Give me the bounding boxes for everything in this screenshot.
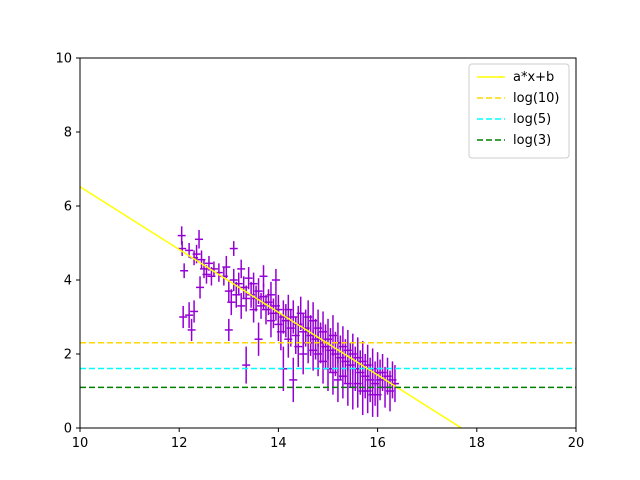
x-tick-label: 18 bbox=[469, 436, 486, 451]
data-point bbox=[294, 326, 303, 367]
data-point bbox=[299, 333, 308, 375]
axes-frame bbox=[79, 57, 577, 429]
y-tick-label: 10 bbox=[55, 52, 72, 67]
data-point bbox=[271, 268, 280, 292]
legend-label: a*x+b bbox=[513, 70, 554, 85]
data-point bbox=[237, 259, 246, 279]
data-point bbox=[237, 292, 246, 319]
y-tick-label: 2 bbox=[64, 348, 72, 363]
legend: a*x+b log(10) log(5) log(3) bbox=[468, 63, 570, 159]
data-point bbox=[185, 302, 194, 329]
data-point bbox=[259, 265, 268, 288]
legend-label: log(10) bbox=[513, 91, 560, 106]
y-axis: 0 2 4 6 8 10 bbox=[55, 52, 80, 437]
y-tick-label: 0 bbox=[64, 422, 72, 437]
x-tick-label: 20 bbox=[568, 436, 585, 451]
data-point bbox=[224, 318, 233, 342]
data-point bbox=[266, 281, 275, 308]
legend-label: log(5) bbox=[513, 112, 551, 127]
data-point bbox=[202, 265, 211, 284]
data-point bbox=[179, 305, 188, 329]
y-tick-label: 4 bbox=[64, 274, 72, 289]
data-point bbox=[180, 263, 189, 279]
data-point bbox=[229, 268, 238, 292]
data-point bbox=[209, 261, 218, 277]
data-point bbox=[254, 322, 263, 356]
x-axis: 10 12 14 16 18 20 bbox=[72, 428, 585, 451]
data-point bbox=[195, 230, 204, 249]
x-tick-label: 14 bbox=[270, 436, 287, 451]
data-point bbox=[222, 255, 231, 279]
data-point bbox=[227, 289, 236, 316]
data-point bbox=[289, 357, 298, 403]
legend-label: log(3) bbox=[513, 133, 551, 148]
data-point bbox=[242, 346, 251, 384]
data-point bbox=[234, 272, 243, 295]
series-line bbox=[80, 186, 463, 428]
data-point bbox=[196, 276, 205, 299]
reference-lines bbox=[80, 186, 576, 428]
data-point bbox=[274, 294, 283, 325]
x-tick-label: 16 bbox=[369, 436, 386, 451]
data-point bbox=[242, 285, 251, 312]
data-point bbox=[244, 267, 253, 290]
data-point bbox=[178, 241, 187, 256]
legend-box bbox=[468, 63, 570, 159]
y-tick-label: 6 bbox=[64, 200, 72, 215]
data-point bbox=[249, 272, 258, 295]
x-tick-label: 10 bbox=[72, 436, 89, 451]
data-point bbox=[229, 241, 238, 256]
x-tick-label: 12 bbox=[171, 436, 188, 451]
y-tick-label: 8 bbox=[64, 126, 72, 141]
data-point bbox=[187, 318, 196, 342]
data-point bbox=[190, 300, 199, 323]
